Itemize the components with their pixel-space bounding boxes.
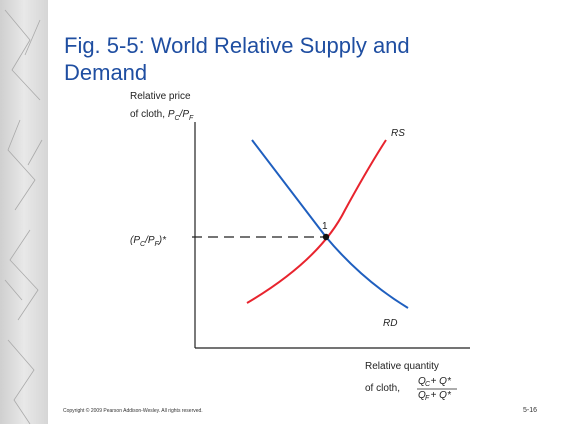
x-axis-label-line1: Relative quantity: [365, 361, 439, 372]
x-label-denominator: Q + Q*: [418, 390, 452, 401]
equilibrium-price-label: (PC/PF)*: [130, 235, 167, 248]
rd-label: RD: [383, 318, 397, 329]
x-label-den-sub: F: [425, 395, 430, 402]
copyright: Copyright © 2009 Pearson Addison-Wesley.…: [63, 407, 203, 414]
axes: [194, 122, 470, 349]
y-label-text: of cloth,: [130, 109, 168, 120]
title-line1: Fig. 5-5: World Relative Supply and: [64, 33, 410, 58]
marble-strip: [0, 0, 48, 424]
eq-text: )*: [158, 235, 167, 246]
y-label-sub: F: [189, 115, 194, 122]
point-label: 1: [322, 221, 328, 232]
x-label-numerator: Q + Q*: [418, 376, 452, 387]
eq-text: /P: [144, 235, 155, 246]
rs-curve: [246, 139, 387, 304]
x-label-num-sub: C: [425, 381, 431, 388]
eq-text: (P: [130, 235, 140, 246]
y-axis-label-line2: of cloth, PC/PF: [130, 109, 194, 122]
title-line2: Demand: [64, 60, 147, 85]
equilibrium-point: [322, 233, 330, 241]
rs-label: RS: [391, 128, 405, 139]
page-number: 5-16: [523, 407, 537, 414]
marble-veins: [4, 9, 43, 424]
y-label-var: P: [168, 109, 175, 120]
x-axis-label-line2: of cloth,: [365, 383, 400, 394]
eq-sub: C: [140, 241, 146, 248]
y-label-sub: C: [174, 115, 180, 122]
eq-sub: F: [155, 241, 160, 248]
y-label-var: /P: [179, 109, 190, 120]
y-axis-label-line1: Relative price: [130, 91, 191, 102]
